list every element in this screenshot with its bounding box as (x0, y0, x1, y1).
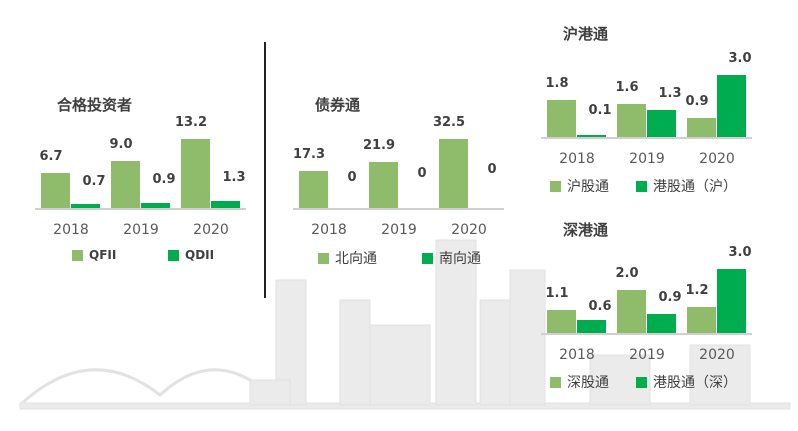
data-label: 1.1 (545, 285, 569, 301)
x-axis-line (541, 333, 752, 335)
bar-深股通 (547, 309, 576, 333)
legend-label: 南向通 (439, 251, 481, 267)
legend-swatch (168, 249, 179, 261)
chart-title-shenzhen-hk-connect: 深港通 (563, 221, 609, 239)
bar-沪股通 (687, 118, 716, 137)
chart-title-shanghai-hk-connect: 沪港通 (563, 25, 609, 43)
bar-港股通（沪） (717, 75, 746, 137)
data-label: 1.3 (658, 86, 682, 102)
data-label: 1.6 (615, 79, 639, 95)
x-tick-label: 2018 (559, 347, 595, 363)
x-tick-label: 2019 (123, 222, 159, 238)
bar-深股通 (617, 290, 646, 333)
x-tick-label: 2020 (193, 222, 229, 238)
legend-swatch (550, 376, 561, 388)
data-label: 0 (417, 166, 427, 181)
x-tick-label: 2018 (53, 222, 89, 238)
data-label: 6.7 (39, 148, 63, 164)
legend-label: 沪股通 (567, 179, 609, 195)
bar-港股通（深） (577, 320, 606, 333)
data-label: 0.9 (685, 94, 709, 110)
legend-item: 港股通（深） (636, 372, 737, 392)
data-label: 0 (487, 162, 497, 177)
legend-item: 深股通 (550, 372, 609, 392)
legend-swatch (318, 252, 329, 264)
data-label: 32.5 (432, 115, 466, 130)
legend-label: 深股通 (567, 375, 609, 391)
divider-line (264, 42, 266, 298)
data-label: 2.0 (615, 266, 639, 282)
bar-深股通 (687, 307, 716, 333)
legend-item: 港股通（沪） (636, 176, 737, 196)
bar-港股通（沪） (577, 134, 606, 137)
legend-label: 港股通（沪） (653, 179, 737, 195)
data-label: 1.2 (685, 283, 709, 299)
bar-沪股通 (547, 99, 576, 137)
legend-label: QFII (89, 248, 117, 262)
bar-QDII (211, 201, 240, 208)
bar-港股通（沪） (647, 110, 676, 137)
x-tick-label: 2019 (629, 347, 665, 363)
bar-QDII (71, 204, 100, 208)
x-tick-label: 2018 (311, 222, 347, 238)
data-label: 0.6 (588, 299, 612, 314)
data-label: 1.8 (545, 75, 569, 91)
legend-label: 北向通 (335, 251, 377, 267)
legend-item: 沪股通 (550, 176, 609, 196)
legend-label: QDII (185, 248, 215, 262)
legend-swatch (72, 249, 83, 261)
data-label: 17.3 (292, 147, 326, 163)
bar-港股通（深） (717, 269, 746, 333)
data-label: 1.3 (222, 170, 246, 185)
bar-QDII (141, 203, 170, 208)
data-label: 0.1 (588, 103, 612, 118)
data-label: 0 (347, 170, 357, 185)
bar-QFII (111, 160, 140, 208)
data-label: 0.9 (152, 172, 176, 187)
bar-北向通 (299, 171, 328, 208)
x-axis-line (541, 137, 752, 139)
legend-item: 北向通 (318, 248, 377, 268)
legend-swatch (636, 376, 647, 388)
legend-swatch (422, 252, 433, 264)
data-label: 3.0 (728, 245, 752, 260)
bar-沪股通 (617, 103, 646, 137)
legend-item: QFII (72, 248, 116, 262)
bar-北向通 (369, 161, 398, 208)
x-tick-label: 2019 (629, 151, 665, 167)
bar-港股通（深） (647, 313, 676, 333)
x-tick-label: 2020 (451, 222, 487, 238)
bar-QFII (41, 172, 70, 208)
chart-title-bond-connect: 债券通 (315, 96, 361, 114)
x-axis-line (293, 208, 504, 210)
data-label: 0.7 (82, 174, 106, 189)
data-label: 3.0 (728, 51, 752, 66)
data-label: 21.9 (362, 137, 396, 153)
legend-swatch (550, 180, 561, 192)
legend-item: QDII (168, 248, 214, 262)
x-axis-line (35, 208, 246, 210)
legend-item: 南向通 (422, 248, 481, 268)
bar-北向通 (439, 139, 468, 208)
x-tick-label: 2019 (381, 222, 417, 238)
chart-title-qualified-investors: 合格投资者 (57, 96, 133, 114)
legend-label: 港股通（深） (653, 375, 737, 391)
data-label: 0.9 (658, 289, 682, 305)
data-label: 13.2 (174, 115, 208, 130)
x-tick-label: 2020 (699, 347, 735, 363)
data-label: 9.0 (109, 136, 133, 152)
legend-swatch (636, 180, 647, 192)
x-tick-label: 2018 (559, 151, 595, 167)
x-tick-label: 2020 (699, 151, 735, 167)
bar-QFII (181, 139, 210, 208)
